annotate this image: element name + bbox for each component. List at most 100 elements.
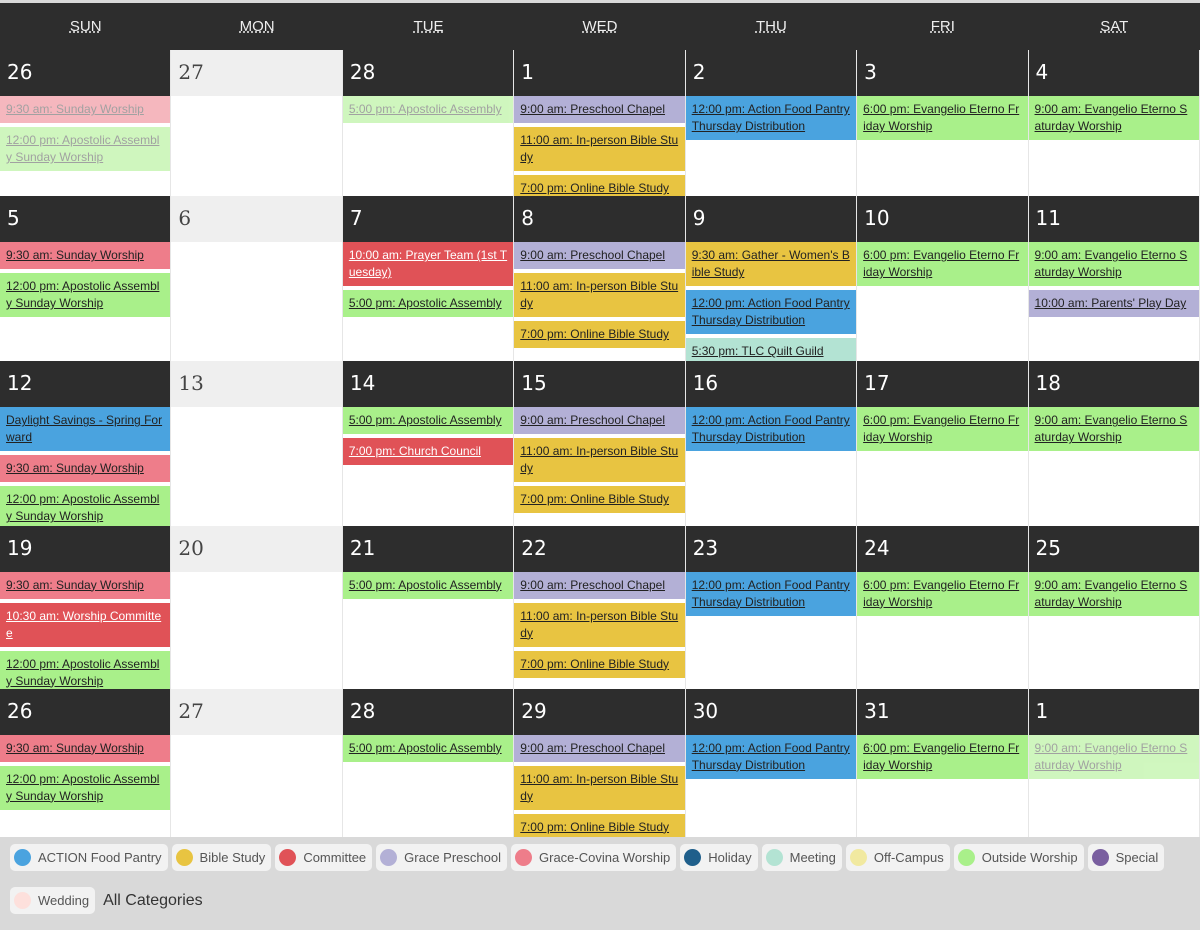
legend-dot (849, 849, 867, 866)
event[interactable]: 9:00 am: Preschool Chapel (514, 242, 685, 270)
event[interactable]: 6:00 pm: Evangelio Eterno Friday Worship (857, 96, 1028, 140)
event[interactable]: 9:00 am: Evangelio Eterno Saturday Worsh… (1028, 407, 1199, 452)
day-number: 12 (0, 361, 171, 408)
legend-item[interactable]: ACTION Food Pantry (10, 844, 168, 871)
legend-label: Off-Campus (873, 850, 944, 865)
event[interactable]: 9:30 am: Sunday Worship (0, 734, 171, 762)
legend-item[interactable]: Special (1087, 844, 1165, 871)
event[interactable]: 9:00 am: Evangelio Eterno Saturday Worsh… (1028, 96, 1199, 140)
event[interactable]: 6:00 pm: Evangelio Eterno Friday Worship (857, 734, 1028, 779)
week-row: 5 9:30 am: Sunday Worship 12:00 pm: Aposto… (0, 196, 1200, 362)
event[interactable]: 9:30 am: Sunday Worship (0, 242, 171, 270)
event[interactable]: 10:30 am: Worship Committee (0, 602, 171, 647)
day-cell: 12 Daylight Savings - Spring Forward 9:30 … (0, 361, 172, 526)
day-cell: 30 12:00 pm: Action Food Pantry Thursday … (685, 688, 858, 837)
legend-item[interactable]: Grace Preschool (376, 844, 507, 871)
legend-dot (279, 849, 297, 866)
legend-dot (175, 849, 193, 866)
legend-item[interactable]: Wedding (10, 887, 96, 914)
event[interactable]: 9:30 am: Sunday Worship (0, 455, 171, 483)
event[interactable]: 5:00 pm: Apostolic Assembly (342, 407, 514, 435)
legend-dot (1091, 849, 1109, 866)
legend-dot (765, 849, 783, 866)
event[interactable]: 12:00 pm: Apostolic Assembly Sunday Wors… (0, 650, 171, 689)
event[interactable]: 9:30 am: Gather - Women's Bible Study (685, 242, 857, 287)
event[interactable]: 12:00 pm: Action Food Pantry Thursday Di… (685, 734, 857, 779)
event[interactable]: 11:00 am: In-person Bible Study (514, 765, 685, 810)
legend-label: Wedding (38, 893, 90, 908)
event[interactable]: 11:00 am: In-person Bible Study (514, 127, 685, 171)
day-number: 22 (514, 525, 685, 572)
day-number: 2 (685, 50, 857, 96)
event[interactable]: 9:00 am: Preschool Chapel (514, 407, 685, 435)
event[interactable]: 9:00 am: Preschool Chapel (514, 571, 685, 599)
event[interactable]: 12:00 pm: Apostolic Assembly Sunday Wors… (0, 127, 171, 171)
event[interactable]: 7:00 pm: Online Bible Study (514, 813, 685, 837)
event[interactable]: 6:00 pm: Evangelio Eterno Friday Worship (857, 407, 1028, 452)
day-number: 21 (342, 525, 514, 572)
event[interactable]: 12:00 pm: Action Food Pantry Thursday Di… (685, 290, 857, 335)
event[interactable]: Daylight Savings - Spring Forward (0, 407, 171, 452)
day-cell: 25 9:00 am: Evangelio Eterno Saturday Wor… (1028, 525, 1200, 689)
legend-label: Committee (303, 850, 367, 865)
event[interactable]: 7:00 pm: Online Bible Study (514, 175, 685, 197)
event[interactable]: 11:00 am: In-person Bible Study (514, 438, 685, 483)
event[interactable]: 11:00 am: In-person Bible Study (514, 273, 685, 318)
event[interactable]: 5:00 pm: Apostolic Assembly (342, 290, 514, 318)
event[interactable]: 5:00 pm: Apostolic Assembly (342, 734, 514, 762)
event[interactable]: 5:30 pm: TLC Quilt Guild (685, 338, 857, 362)
legend-label: Outside Worship (981, 850, 1078, 865)
day-cell: 5 9:30 am: Sunday Worship 12:00 pm: Aposto… (0, 196, 172, 362)
weekday-header: SUN MON TUE WED THU FRI SAT (0, 0, 1200, 50)
event[interactable]: 12:00 pm: Apostolic Assembly Sunday Wors… (0, 765, 171, 810)
event[interactable]: 9:00 am: Evangelio Eterno Saturday Worsh… (1028, 734, 1199, 779)
event[interactable]: 7:00 pm: Church Council (342, 438, 514, 466)
day-cell: 18 9:00 am: Evangelio Eterno Saturday Wor… (1028, 361, 1200, 526)
event[interactable]: 9:00 am: Preschool Chapel (514, 96, 685, 123)
weekday-label: SUN (69, 18, 102, 35)
day-number: 7 (342, 196, 514, 243)
event[interactable]: 9:00 am: Evangelio Eterno Saturday Worsh… (1028, 571, 1199, 616)
day-cell: 24 6:00 pm: Evangelio Eterno Friday Worsh… (857, 525, 1029, 689)
event[interactable]: 11:00 am: In-person Bible Study (514, 602, 685, 647)
day-number: 24 (857, 525, 1028, 572)
day-cell: 4 9:00 am: Evangelio Eterno Saturday Wors… (1028, 50, 1200, 197)
event[interactable]: 6:00 pm: Evangelio Eterno Friday Worship (857, 242, 1028, 287)
weekday-label: THU (755, 18, 787, 35)
event[interactable]: 12:00 pm: Action Food Pantry Thursday Di… (685, 96, 857, 140)
day-cell: 28 5:00 pm: Apostolic Assembly (342, 50, 515, 197)
event[interactable]: 9:30 am: Sunday Worship (0, 96, 171, 123)
event[interactable]: 7:00 pm: Online Bible Study (514, 321, 685, 349)
event[interactable]: 12:00 pm: Apostolic Assembly Sunday Wors… (0, 486, 171, 526)
event[interactable]: 10:00 am: Prayer Team (1st Tuesday) (342, 242, 514, 287)
day-number: 25 (1028, 525, 1199, 572)
all-categories[interactable]: All Categories (103, 892, 203, 909)
event[interactable]: 7:00 pm: Online Bible Study (514, 650, 685, 678)
legend-item[interactable]: Off-Campus (845, 844, 950, 871)
day-number: 16 (685, 361, 857, 408)
legend-item[interactable]: Committee (275, 844, 373, 871)
legend-label: Special (1115, 850, 1159, 865)
event[interactable]: 7:00 pm: Online Bible Study (514, 486, 685, 514)
day-number: 23 (685, 525, 857, 572)
week-row: 19 9:30 am: Sunday Worship 10:30 am: Worsh… (0, 525, 1200, 689)
legend-item[interactable]: Outside Worship (953, 844, 1084, 871)
day-cell: 2 12:00 pm: Action Food Pantry Thursday D… (685, 50, 858, 197)
event[interactable]: 9:00 am: Preschool Chapel (514, 734, 685, 762)
event[interactable]: 10:00 am: Parents' Play Day (1028, 290, 1199, 318)
event[interactable]: 9:30 am: Sunday Worship (0, 571, 171, 599)
event[interactable]: 12:00 pm: Action Food Pantry Thursday Di… (685, 571, 857, 616)
event[interactable]: 9:00 am: Evangelio Eterno Saturday Worsh… (1028, 242, 1199, 287)
day-number: 3 (857, 50, 1028, 96)
event[interactable]: 5:00 pm: Apostolic Assembly (342, 96, 514, 123)
event[interactable]: 5:00 pm: Apostolic Assembly (342, 571, 514, 599)
day-number: 19 (0, 525, 171, 572)
legend-item[interactable]: Grace-Covina Worship (511, 844, 677, 871)
legend-item[interactable]: Holiday (680, 844, 758, 871)
legend-item[interactable]: Bible Study (171, 844, 272, 871)
event[interactable]: 12:00 pm: Apostolic Assembly Sunday Wors… (0, 273, 171, 318)
event[interactable]: 6:00 pm: Evangelio Eterno Friday Worship (857, 571, 1028, 616)
event[interactable]: 12:00 pm: Action Food Pantry Thursday Di… (685, 407, 857, 452)
legend-item[interactable]: Meeting (761, 844, 842, 871)
